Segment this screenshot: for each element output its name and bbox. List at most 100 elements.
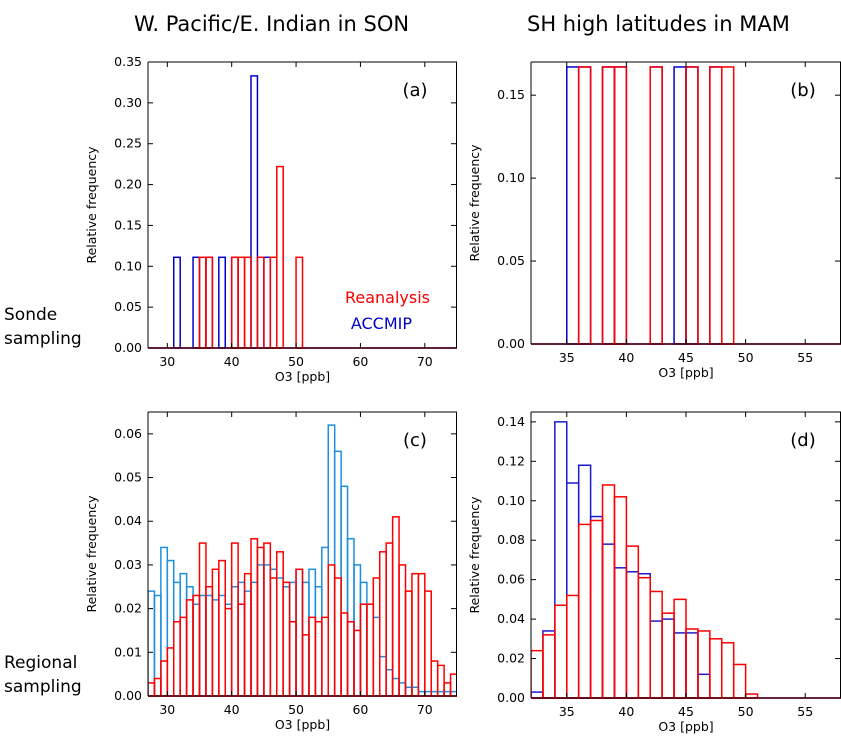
histogram-bar-accmip	[295, 568, 304, 697]
x-tick-label: 70	[417, 702, 433, 717]
histogram-bar-reanalysis	[685, 628, 699, 699]
histogram-bar-reanalysis	[637, 576, 651, 699]
histogram-bar-accmip	[542, 630, 556, 699]
histogram-bar-reanalysis	[417, 572, 426, 697]
histogram-bar-accmip	[577, 464, 592, 699]
histogram-bar-accmip	[685, 66, 699, 345]
row-label-regional: Regional sampling	[4, 651, 82, 699]
y-tick-label: 0.05	[497, 253, 525, 268]
histogram-bar-accmip	[250, 581, 259, 697]
histogram-bar-reanalysis	[411, 572, 420, 697]
histogram-bar-reanalysis	[430, 660, 439, 697]
histogram-bar-accmip	[173, 581, 181, 697]
x-tick-label: 60	[352, 702, 368, 717]
histogram-bar-accmip	[589, 515, 604, 699]
histogram-bar-accmip	[276, 577, 284, 697]
histogram-bar-accmip	[411, 686, 420, 697]
y-tick-label: 0.00	[497, 690, 525, 705]
histogram-bar-reanalysis	[276, 551, 284, 697]
histogram-bar-reanalysis	[173, 620, 181, 697]
panel-label: (a)	[402, 80, 427, 101]
histogram-bar-reanalysis	[198, 256, 207, 349]
histogram-bar-accmip	[340, 485, 349, 697]
histogram-bar-reanalysis	[211, 568, 220, 697]
histogram-bar-accmip	[269, 568, 278, 697]
histogram-bar-reanalysis	[404, 590, 413, 697]
histogram-bar-accmip	[308, 568, 317, 697]
y-tick-label: 0.30	[114, 95, 142, 110]
y-tick-label: 0.00	[497, 336, 525, 351]
histogram-bar-reanalysis	[385, 542, 394, 697]
histogram-bar-accmip	[321, 546, 329, 697]
histogram-bar-reanalysis	[398, 564, 407, 697]
histogram-bar-accmip	[230, 256, 239, 349]
histogram-bar-reanalysis	[198, 542, 207, 697]
histogram-bar-reanalysis	[160, 660, 169, 697]
y-tick-label: 0.04	[114, 513, 142, 528]
histogram-bar-accmip	[379, 655, 387, 697]
histogram-bar-reanalysis	[166, 647, 175, 697]
histogram-bar-reanalysis	[256, 256, 265, 349]
histogram-bar-reanalysis	[346, 620, 355, 697]
histogram-bar-accmip	[224, 603, 233, 697]
histogram-bar-accmip	[601, 66, 616, 345]
histogram-bar-accmip	[148, 590, 156, 697]
histogram-bar-reanalysis	[243, 572, 252, 697]
histogram-bar-reanalysis	[243, 256, 252, 349]
histogram-bar-reanalysis	[697, 630, 711, 699]
histogram-bar-reanalysis	[625, 545, 640, 699]
histogram-bar-reanalysis	[263, 542, 272, 697]
histogram-bar-reanalysis	[327, 564, 336, 697]
y-tick-label: 0.14	[497, 414, 525, 429]
x-tick-label: 50	[738, 350, 754, 365]
histogram-bar-accmip	[166, 559, 175, 697]
histogram-bar-reanalysis	[250, 537, 259, 697]
histogram-bar-reanalysis	[601, 66, 616, 345]
histogram-bar-reanalysis	[359, 603, 368, 697]
histogram-bar-accmip	[153, 594, 162, 697]
y-tick-label: 0.10	[497, 170, 525, 185]
histogram-bar-reanalysis	[230, 256, 239, 349]
histogram-bar-accmip	[205, 256, 214, 349]
histogram-bar-reanalysis	[456, 682, 457, 697]
histogram-bar-reanalysis	[366, 603, 375, 697]
histogram-bar-reanalysis	[237, 256, 246, 349]
histogram-bar-reanalysis	[372, 577, 381, 697]
x-tick-label: 40	[224, 354, 240, 369]
histogram-bar-accmip	[218, 256, 226, 349]
histogram-bar-reanalysis	[218, 559, 226, 697]
histogram-panel-a: 0.00 0.05 0.10 0.15 0.20 0.25 0.30 0.35 30 40 50 60…	[84, 54, 457, 384]
histogram-bar-reanalysis	[685, 66, 699, 345]
histogram-bar-accmip	[185, 586, 194, 697]
histogram-bar-accmip	[637, 572, 651, 699]
histogram-bar-accmip	[385, 669, 394, 697]
histogram-bar-reanalysis	[269, 577, 278, 697]
x-tick-label: 60	[352, 354, 368, 369]
histogram-bar-reanalysis	[282, 581, 291, 697]
x-tick-label: 35	[559, 350, 575, 365]
histogram-bar-accmip	[230, 586, 239, 697]
x-axis-label: O3 [ppb]	[658, 365, 713, 380]
histogram-bar-accmip	[625, 571, 640, 699]
histogram-bar-reanalysis	[709, 66, 723, 345]
row-label-line: sampling	[4, 329, 82, 349]
histogram-bar-reanalysis	[577, 66, 592, 345]
histogram-bar-reanalysis	[340, 612, 349, 697]
row-label-line: Sonde	[4, 305, 58, 325]
histogram-bar-reanalysis	[230, 542, 239, 697]
histogram-bar-reanalysis	[721, 66, 735, 345]
histogram-bar-reanalysis	[308, 616, 317, 697]
histogram-bar-accmip	[250, 75, 259, 349]
histogram-bar-accmip	[531, 691, 544, 699]
panel-label: (d)	[790, 430, 815, 451]
y-tick-label: 0.02	[497, 651, 525, 666]
histogram-bar-accmip	[192, 256, 201, 349]
y-tick-label: 0.03	[114, 557, 142, 572]
bars-group	[531, 66, 841, 345]
histogram-bar-reanalysis	[649, 590, 663, 699]
histogram-bar-accmip	[160, 546, 169, 697]
histogram-bar-reanalysis	[463, 683, 469, 696]
histogram-bar-reanalysis	[179, 616, 188, 697]
histogram-bar-reanalysis	[566, 594, 580, 699]
histogram-bar-reanalysis	[661, 612, 675, 699]
